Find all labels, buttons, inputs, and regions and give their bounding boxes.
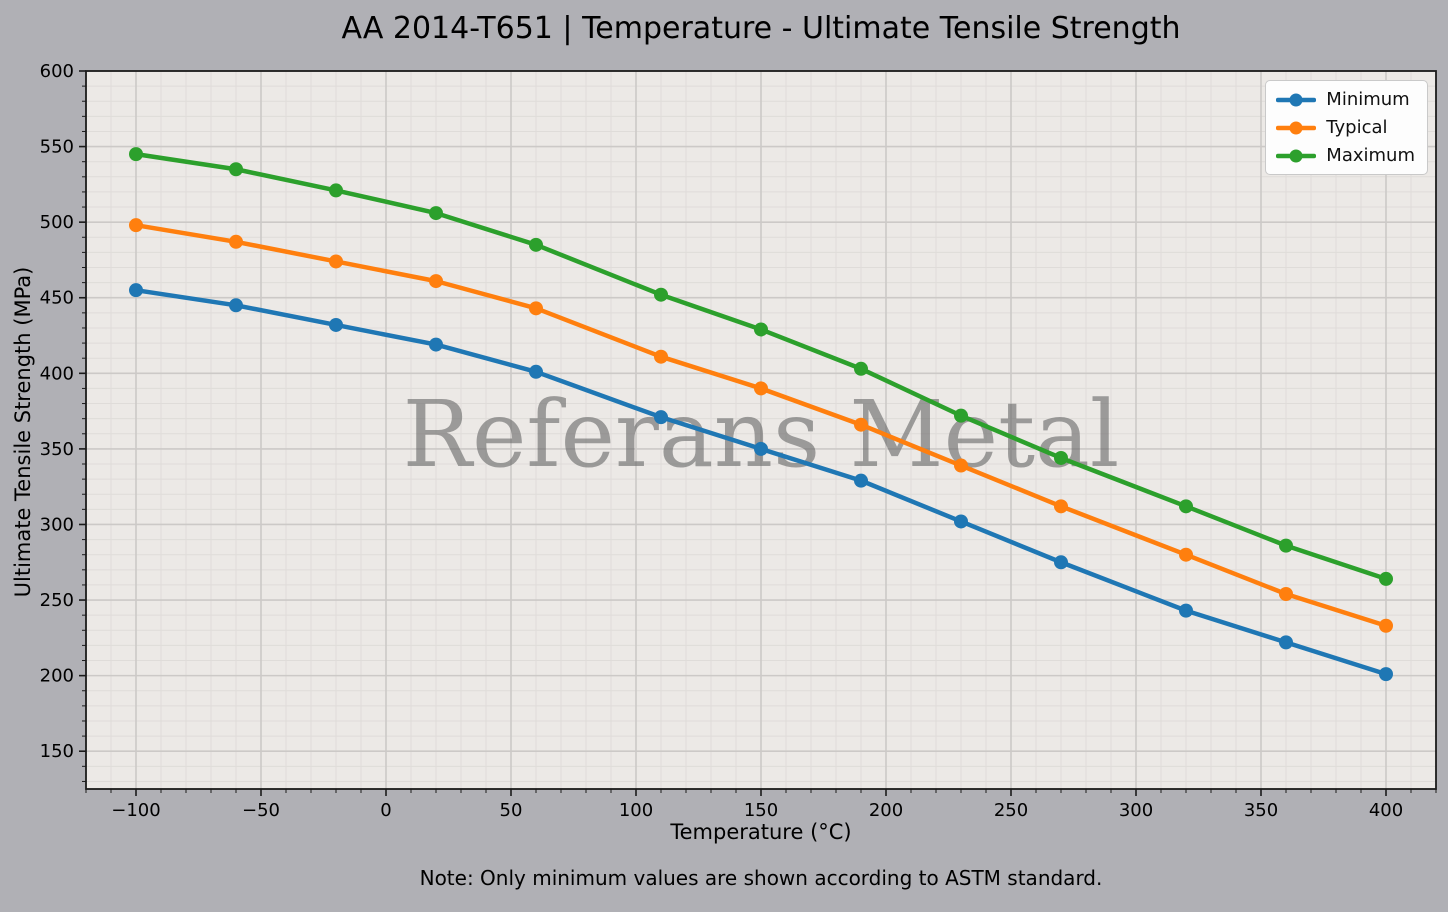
x-tick-label: 200	[869, 800, 903, 821]
data-point-minimum	[229, 298, 243, 313]
data-point-maximum	[654, 287, 668, 302]
x-tick-label: 300	[1119, 800, 1153, 821]
legend-item-maximum: Maximum	[1276, 145, 1415, 166]
legend-marker-icon	[1289, 121, 1303, 134]
y-tick-label: 200	[40, 666, 74, 687]
data-point-minimum	[1054, 555, 1068, 570]
data-point-maximum	[229, 162, 243, 177]
data-point-minimum	[954, 514, 968, 529]
data-point-minimum	[1179, 603, 1193, 618]
tick-label-layer: −100 −50 0 50 100 150 200 250 300 350 400 150 200 250…	[40, 61, 1404, 821]
series-layer	[129, 147, 1393, 682]
data-point-maximum	[1279, 538, 1293, 553]
legend-marker-icon	[1289, 93, 1303, 106]
legend-item-typical: Typical	[1276, 117, 1415, 138]
y-tick-label: 350	[40, 439, 74, 460]
y-tick-label: 450	[40, 288, 74, 309]
y-tick-label: 400	[40, 363, 74, 384]
data-point-typical	[229, 234, 243, 249]
data-point-maximum	[854, 361, 868, 376]
y-axis-label: Ultimate Tensile Strength (MPa)	[11, 266, 35, 598]
data-point-maximum	[329, 183, 343, 198]
y-tick-label: 250	[40, 590, 74, 611]
data-point-maximum	[1179, 499, 1193, 514]
legend-label: Minimum	[1326, 89, 1410, 110]
data-point-typical	[529, 301, 543, 316]
x-tick-label: 400	[1369, 800, 1403, 821]
data-point-minimum	[1279, 635, 1293, 650]
x-tick-label: 350	[1244, 800, 1278, 821]
data-point-typical	[129, 218, 143, 233]
x-tick-label: 100	[619, 800, 653, 821]
data-point-typical	[329, 254, 343, 269]
data-point-maximum	[529, 237, 543, 252]
data-point-maximum	[954, 408, 968, 423]
data-point-maximum	[129, 147, 143, 162]
data-point-typical	[1054, 499, 1068, 514]
y-tick-label: 600	[40, 61, 74, 82]
legend: Minimum Typical Maximum	[1265, 80, 1428, 175]
data-point-typical	[754, 381, 768, 396]
data-point-maximum	[429, 206, 443, 221]
legend-item-minimum: Minimum	[1276, 89, 1415, 110]
y-tick-label: 300	[40, 514, 74, 535]
data-point-typical	[654, 349, 668, 364]
legend-marker-icon	[1289, 149, 1303, 162]
y-tick-label: 550	[40, 137, 74, 158]
x-tick-label: 150	[744, 800, 778, 821]
x-tick-label: −50	[242, 800, 280, 821]
data-point-maximum	[1054, 450, 1068, 465]
data-point-typical	[1279, 587, 1293, 602]
data-point-minimum	[854, 473, 868, 488]
y-tick-label: 500	[40, 212, 74, 233]
legend-swatch-typical	[1276, 121, 1317, 134]
data-point-typical	[429, 274, 443, 289]
x-axis-label: Temperature (°C)	[670, 820, 852, 844]
legend-label: Maximum	[1326, 145, 1415, 166]
footnote: Note: Only minimum values are shown acco…	[419, 866, 1103, 890]
data-point-minimum	[529, 364, 543, 379]
data-point-minimum	[429, 337, 443, 352]
axis-layer	[79, 70, 1437, 796]
legend-swatch-maximum	[1276, 149, 1317, 162]
legend-label: Typical	[1326, 117, 1388, 138]
data-point-maximum	[754, 322, 768, 337]
data-point-maximum	[1379, 571, 1393, 586]
data-point-typical	[854, 417, 868, 432]
y-tick-label: 150	[40, 741, 74, 762]
chart-title: AA 2014-T651 | Temperature - Ultimate Te…	[341, 11, 1181, 46]
data-point-typical	[1379, 618, 1393, 633]
x-tick-label: 50	[500, 800, 523, 821]
data-point-minimum	[1379, 667, 1393, 682]
x-tick-label: 0	[380, 800, 391, 821]
x-tick-label: −100	[111, 800, 160, 821]
x-tick-label: 250	[994, 800, 1028, 821]
legend-swatch-minimum	[1276, 93, 1317, 106]
data-point-minimum	[754, 441, 768, 456]
watermark: Referans Metal	[403, 381, 1120, 488]
data-point-minimum	[654, 410, 668, 425]
data-point-typical	[954, 458, 968, 473]
data-point-minimum	[129, 283, 143, 298]
data-point-typical	[1179, 547, 1193, 562]
data-point-minimum	[329, 317, 343, 332]
